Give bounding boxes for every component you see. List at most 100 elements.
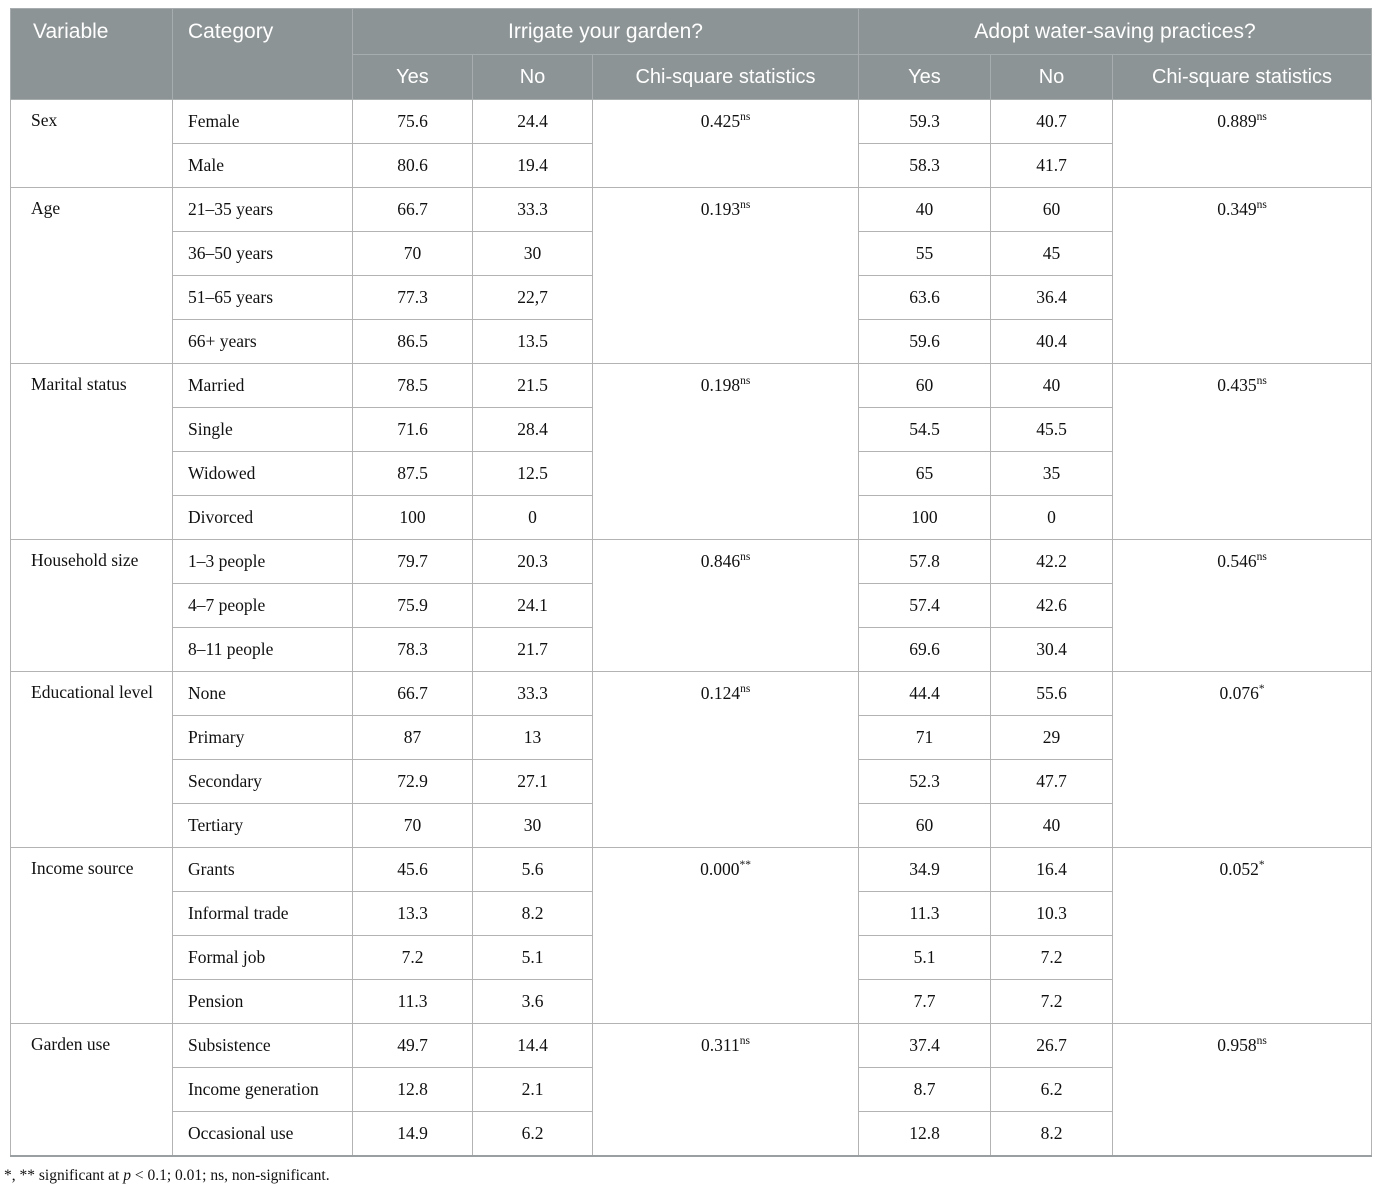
variable-cell: Marital status <box>10 363 173 540</box>
adopt-chi-cell: 0.889ns <box>1111 99 1373 188</box>
irrigate-yes-cell: 12.8 <box>352 1067 473 1112</box>
adopt-yes-cell: 69.6 <box>858 627 991 672</box>
significance-marker: ns <box>740 199 751 212</box>
adopt-yes-cell: 55 <box>858 231 991 276</box>
irrigate-no-cell: 13 <box>472 715 593 760</box>
adopt-no-cell: 42.2 <box>990 539 1113 584</box>
adopt-no-cell: 40 <box>990 803 1113 848</box>
significance-marker: ns <box>740 375 751 388</box>
irrigate-no-cell: 24.1 <box>472 583 593 628</box>
irrigate-chi-cell: 0.846ns <box>592 539 859 672</box>
adopt-yes-cell: 44.4 <box>858 671 991 716</box>
significance-marker: ns <box>1256 1035 1267 1048</box>
table-row: 36–50 years 70 30 55 45 <box>11 231 1372 276</box>
adopt-no-cell: 16.4 <box>990 847 1113 892</box>
irrigate-no-cell: 22,7 <box>472 275 593 320</box>
irrigate-no-cell: 12.5 <box>472 451 593 496</box>
adopt-yes-cell: 34.9 <box>858 847 991 892</box>
adopt-no-cell: 7.2 <box>990 979 1113 1024</box>
adopt-no-cell: 7.2 <box>990 935 1113 980</box>
adopt-no-cell: 45 <box>990 231 1113 276</box>
header-row-sub: Yes No Chi-square statistics Yes No Chi-… <box>11 54 1373 100</box>
chi-value: 0.349 <box>1217 199 1257 219</box>
category-cell: Grants <box>172 847 353 892</box>
category-cell: Informal trade <box>172 891 353 936</box>
category-cell: 36–50 years <box>172 231 353 276</box>
adopt-chi-cell: 0.546ns <box>1111 539 1373 672</box>
irrigate-yes-cell: 7.2 <box>352 935 473 980</box>
table-row: Income generation 12.8 2.1 8.7 6.2 <box>11 1067 1372 1112</box>
adopt-yes-cell: 7.7 <box>858 979 991 1024</box>
variable-cell: Age <box>10 187 173 364</box>
significance-marker: * <box>1258 859 1265 872</box>
irrigate-yes-cell: 71.6 <box>352 407 473 452</box>
category-cell: Widowed <box>172 451 353 496</box>
irrigate-no-cell: 5.1 <box>472 935 593 980</box>
header-irrigate-no: No <box>472 54 593 100</box>
header-irrigate-chi: Chi-square statistics <box>592 54 859 100</box>
table-header: Variable Category Irrigate your garden? … <box>10 8 1373 100</box>
adopt-no-cell: 55.6 <box>990 671 1113 716</box>
significance-marker: ns <box>739 1035 750 1048</box>
table-row: 4–7 people 75.9 24.1 57.4 42.6 <box>11 583 1372 628</box>
chi-value: 0.546 <box>1217 551 1257 571</box>
category-cell: 51–65 years <box>172 275 353 320</box>
irrigate-yes-cell: 66.7 <box>352 671 473 716</box>
adopt-yes-cell: 40 <box>858 187 991 232</box>
variable-cell: Educational level <box>10 671 173 848</box>
irrigate-no-cell: 30 <box>472 231 593 276</box>
header-adopt-chi: Chi-square statistics <box>1111 54 1373 100</box>
category-cell: 4–7 people <box>172 583 353 628</box>
table-row: Widowed 87.5 12.5 65 35 <box>11 451 1372 496</box>
irrigate-yes-cell: 70 <box>352 231 473 276</box>
variable-cell: Household size <box>10 539 173 672</box>
significance-marker: ns <box>1256 111 1267 124</box>
adopt-no-cell: 45.5 <box>990 407 1113 452</box>
table-footnote: *, ** significant at p < 0.1; 0.01; ns, … <box>4 1167 1375 1185</box>
significance-marker: ns <box>1256 551 1267 564</box>
variable-cell: Sex <box>10 99 173 188</box>
irrigate-no-cell: 21.5 <box>472 363 593 408</box>
adopt-yes-cell: 52.3 <box>858 759 991 804</box>
irrigate-no-cell: 13.5 <box>472 319 593 364</box>
adopt-yes-cell: 12.8 <box>858 1111 991 1157</box>
table-row: 8–11 people 78.3 21.7 69.6 30.4 <box>11 627 1372 672</box>
irrigate-no-cell: 33.3 <box>472 187 593 232</box>
category-cell: Income generation <box>172 1067 353 1112</box>
adopt-yes-cell: 59.6 <box>858 319 991 364</box>
chi-value: 0.958 <box>1217 1035 1257 1055</box>
irrigate-chi-cell: 0.000** <box>592 847 859 1024</box>
category-cell: Married <box>172 363 353 408</box>
adopt-yes-cell: 57.8 <box>858 539 991 584</box>
variable-cell: Garden use <box>10 1023 173 1157</box>
category-cell: Female <box>172 99 353 144</box>
variable-cell: Income source <box>10 847 173 1024</box>
irrigate-yes-cell: 72.9 <box>352 759 473 804</box>
footnote-text-before: *, ** significant at <box>4 1167 124 1184</box>
category-cell: Secondary <box>172 759 353 804</box>
adopt-chi-cell: 0.435ns <box>1111 363 1373 540</box>
header-adopt-no: No <box>990 54 1113 100</box>
adopt-yes-cell: 65 <box>858 451 991 496</box>
category-cell: Occasional use <box>172 1111 353 1157</box>
significance-marker: ns <box>740 683 751 696</box>
table-row: Primary 87 13 71 29 <box>11 715 1372 760</box>
adopt-yes-cell: 54.5 <box>858 407 991 452</box>
adopt-no-cell: 40.7 <box>990 99 1113 144</box>
adopt-no-cell: 30.4 <box>990 627 1113 672</box>
table-row: Secondary 72.9 27.1 52.3 47.7 <box>11 759 1372 804</box>
adopt-no-cell: 10.3 <box>990 891 1113 936</box>
irrigate-yes-cell: 80.6 <box>352 143 473 188</box>
irrigate-yes-cell: 78.3 <box>352 627 473 672</box>
adopt-yes-cell: 100 <box>858 495 991 540</box>
irrigate-yes-cell: 75.6 <box>352 99 473 144</box>
category-cell: 66+ years <box>172 319 353 364</box>
irrigate-yes-cell: 70 <box>352 803 473 848</box>
table-row: Formal job 7.2 5.1 5.1 7.2 <box>11 935 1372 980</box>
table-row: Marital status Married 78.5 21.5 0.198ns 60 40… <box>10 363 1373 540</box>
significance-marker: ns <box>1256 199 1267 212</box>
adopt-yes-cell: 37.4 <box>858 1023 991 1068</box>
adopt-no-cell: 29 <box>990 715 1113 760</box>
chi-value: 0.846 <box>700 551 741 571</box>
adopt-yes-cell: 58.3 <box>858 143 991 188</box>
